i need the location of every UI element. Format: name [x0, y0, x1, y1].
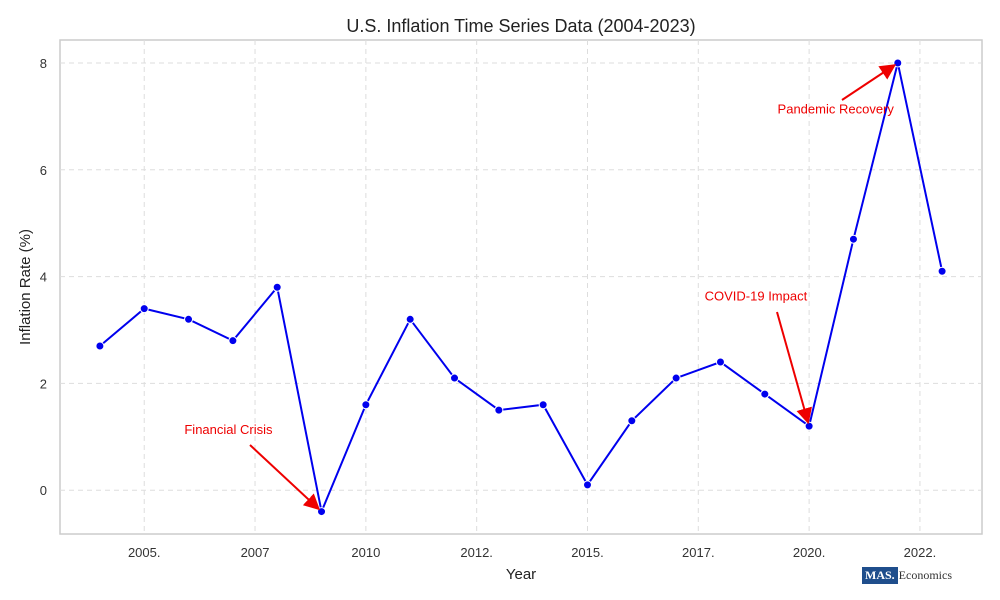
x-tick-label: 2022.: [904, 545, 937, 560]
x-axis-label: Year: [506, 566, 536, 583]
data-point: [848, 234, 858, 244]
data-point: [95, 341, 105, 351]
data-point: [582, 480, 592, 490]
data-point: [937, 266, 947, 276]
data-point: [184, 314, 194, 324]
watermark-logo: MAS. Economics: [862, 567, 952, 584]
data-point: [139, 304, 149, 314]
annotation-arrow: [249, 444, 321, 511]
data-point: [760, 389, 770, 399]
plot-area: [59, 39, 983, 535]
chart-title: U.S. Inflation Time Series Data (2004-20…: [346, 16, 695, 36]
data-point: [715, 357, 725, 367]
data-point: [627, 416, 637, 426]
x-tick-label: 2010: [351, 545, 380, 560]
annotation-arrow: [841, 64, 897, 101]
y-tick-label: 0: [40, 483, 47, 498]
y-tick-label: 6: [40, 163, 47, 178]
x-tick-label: 2015.: [571, 545, 604, 560]
data-point: [361, 400, 371, 410]
data-point: [228, 336, 238, 346]
data-point: [405, 314, 415, 324]
data-point: [538, 400, 548, 410]
grid: [60, 40, 982, 534]
x-tick-label: 2020.: [793, 545, 826, 560]
data-point: [494, 405, 504, 415]
annotation-label: Financial Crisis: [184, 422, 273, 437]
y-tick-label: 8: [40, 56, 47, 71]
data-point: [317, 507, 327, 517]
x-tick-label: 2007: [241, 545, 270, 560]
data-point: [450, 373, 460, 383]
logo-mark: MAS.: [862, 567, 898, 584]
data-point: [671, 373, 681, 383]
y-ticks: 0 2 4 6 8: [40, 56, 47, 498]
y-tick-label: 4: [40, 270, 47, 285]
data-point: [893, 58, 903, 68]
annotation-arrow: [776, 311, 812, 425]
annotation-label: COVID-19 Impact: [705, 289, 808, 304]
annotations: Financial Crisis COVID-19 Impact Pandemic …: [184, 64, 897, 511]
data-point: [804, 421, 814, 431]
y-tick-label: 2: [40, 376, 47, 391]
data-point: [272, 282, 282, 292]
logo-text: Economics: [898, 568, 952, 582]
x-tick-label: 2012.: [460, 545, 493, 560]
y-axis-label: Inflation Rate (%): [17, 229, 34, 345]
x-ticks: 2005. 2007 2010 2012. 2015. 2017. 2020. 2022.: [128, 545, 936, 560]
x-tick-label: 2017.: [682, 545, 715, 560]
annotation-label: Pandemic Recovery: [778, 102, 895, 117]
x-tick-label: 2005.: [128, 545, 161, 560]
